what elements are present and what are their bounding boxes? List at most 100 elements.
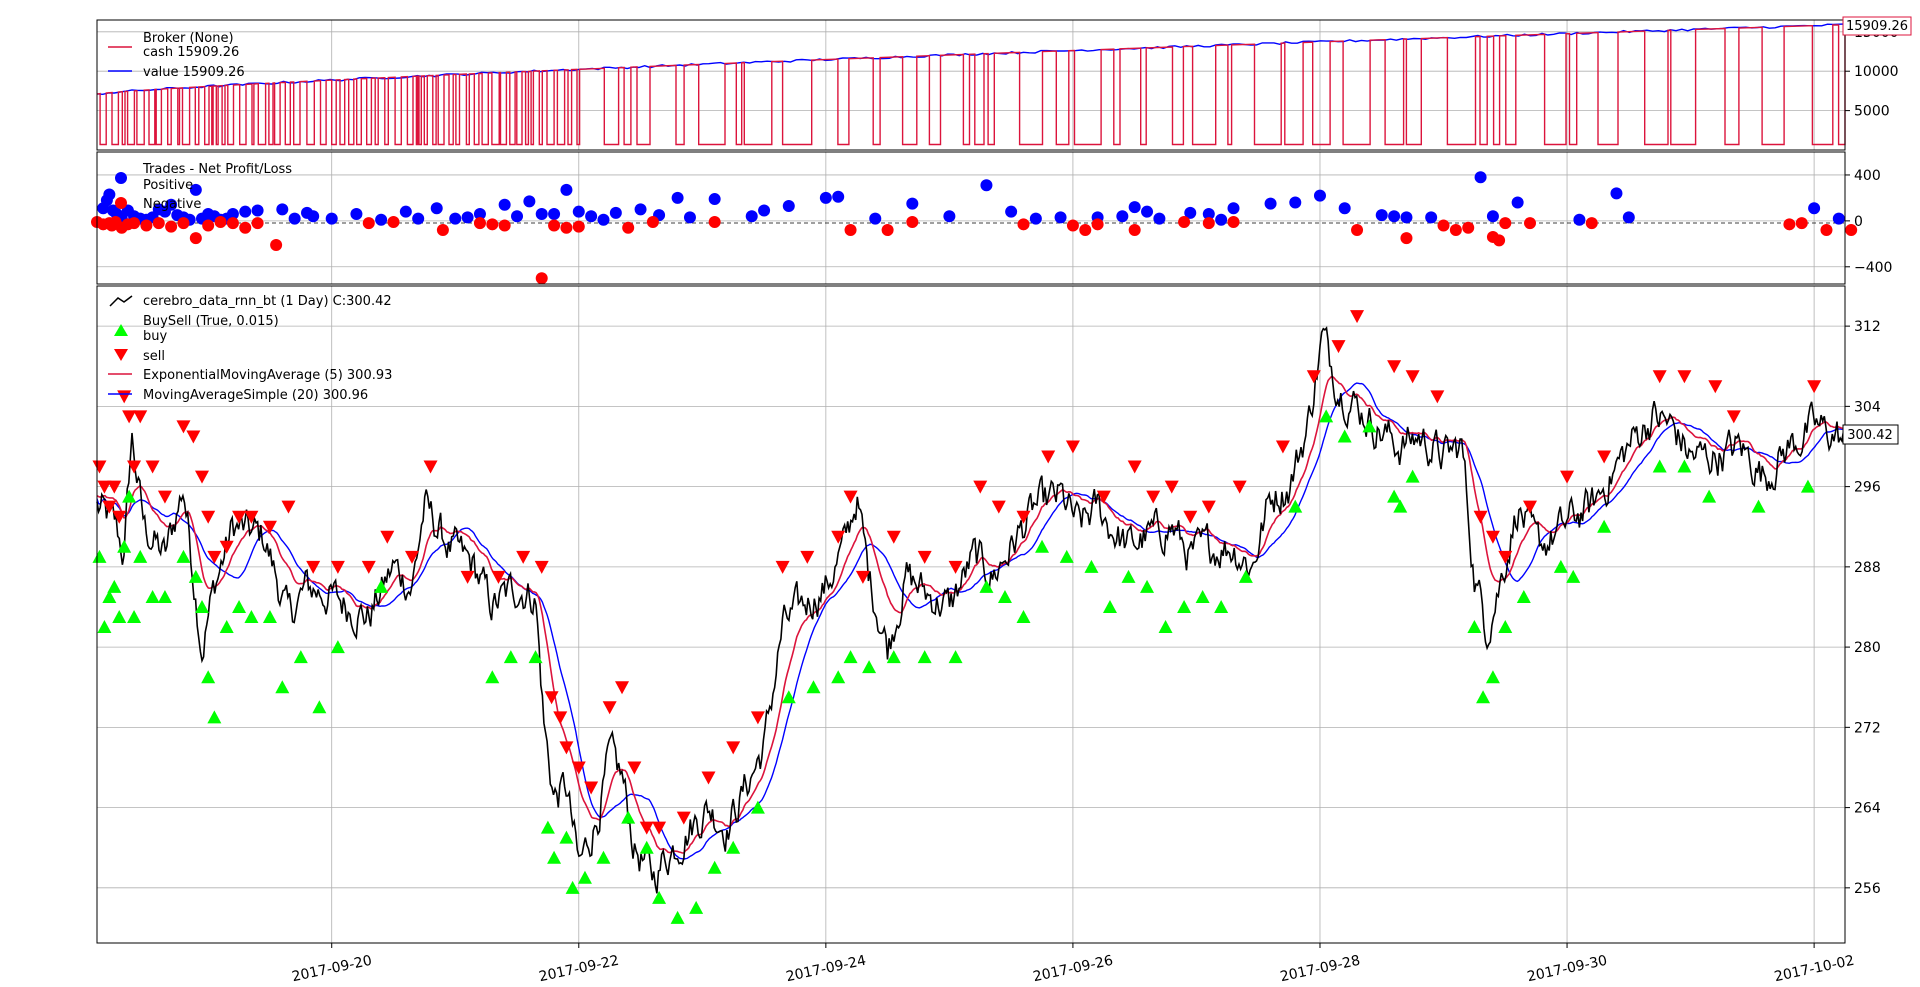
sell-marker xyxy=(1201,500,1216,514)
sell-marker xyxy=(775,560,790,574)
buy-marker xyxy=(1800,479,1815,493)
trade-negative-marker xyxy=(202,219,215,232)
buy-marker xyxy=(1553,559,1568,573)
trade-negative-marker xyxy=(1795,217,1808,230)
buy-marker xyxy=(207,710,222,724)
sell-marker xyxy=(1807,380,1822,394)
sell-marker xyxy=(97,480,112,494)
trade-positive-marker xyxy=(1029,212,1042,225)
trades-legend-title: Trades - Net Profit/Loss xyxy=(142,162,292,177)
sell-marker xyxy=(1387,360,1402,374)
buy-marker xyxy=(312,700,327,714)
buy-marker xyxy=(540,820,555,834)
trade-positive-marker xyxy=(758,204,771,217)
sell-marker xyxy=(145,460,160,474)
trade-negative-marker xyxy=(473,217,486,230)
trade-positive-marker xyxy=(1511,196,1524,209)
trade-negative-marker xyxy=(1227,216,1240,229)
trade-positive-marker xyxy=(430,202,443,215)
sell-marker xyxy=(701,771,716,785)
sell-marker xyxy=(1677,370,1692,384)
trade-negative-marker xyxy=(1178,216,1191,229)
sell-marker xyxy=(127,460,142,474)
trade-positive-marker xyxy=(548,207,561,220)
sell-marker xyxy=(652,821,667,835)
trade-positive-marker xyxy=(535,207,548,220)
trade-positive-marker xyxy=(1005,205,1018,218)
broker-grid xyxy=(97,20,1845,150)
buy-marker xyxy=(122,489,137,503)
sell-marker xyxy=(1726,410,1741,424)
trade-positive-marker xyxy=(1054,211,1067,224)
buy-marker xyxy=(176,549,191,563)
trade-positive-marker xyxy=(597,213,610,226)
sell-marker xyxy=(133,410,148,424)
trade-positive-marker xyxy=(498,198,511,211)
trade-negative-marker xyxy=(1202,217,1215,230)
broker-legend: Broker (None) cash 15909.26 value 15909.… xyxy=(108,31,245,80)
sell-marker xyxy=(1275,440,1290,454)
trade-positive-marker xyxy=(1264,197,1277,210)
buy-marker xyxy=(670,910,685,924)
trade-negative-marker xyxy=(140,219,153,232)
trade-positive-marker xyxy=(609,206,622,219)
sell-marker xyxy=(615,681,630,695)
y-tick-label: 0 xyxy=(1854,214,1863,230)
sell-marker xyxy=(361,560,376,574)
trade-positive-marker xyxy=(461,211,474,224)
trade-negative-marker xyxy=(214,216,227,229)
trade-positive-marker xyxy=(251,204,264,217)
broker-series xyxy=(96,23,1846,146)
trade-negative-marker xyxy=(387,216,400,229)
trade-positive-marker xyxy=(943,210,956,223)
sell-marker xyxy=(1405,370,1420,384)
sell-marker xyxy=(201,510,216,524)
sell-marker xyxy=(1708,380,1723,394)
data-legend-swatch xyxy=(109,295,133,307)
trade-negative-marker xyxy=(1845,224,1858,237)
trade-negative-marker xyxy=(165,220,178,233)
y-tick-label: 296 xyxy=(1854,480,1881,496)
sell-marker xyxy=(855,570,870,584)
sell-marker xyxy=(232,510,247,524)
sell-marker xyxy=(157,490,172,504)
buy-marker xyxy=(195,599,210,613)
trade-positive-marker xyxy=(671,191,684,204)
trade-negative-marker xyxy=(1523,217,1536,230)
sell-marker xyxy=(1498,550,1513,564)
buy-marker xyxy=(503,650,518,664)
price-last-value-label: 300.42 xyxy=(1847,428,1893,443)
buy-marker xyxy=(1751,499,1766,513)
trade-negative-marker xyxy=(535,272,548,285)
buy-marker xyxy=(547,850,562,864)
y-tick-label: 280 xyxy=(1854,640,1881,656)
buy-marker xyxy=(689,900,704,914)
trade-negative-marker xyxy=(844,224,857,237)
y-tick-label: 400 xyxy=(1854,168,1881,184)
buy-marker xyxy=(275,680,290,694)
cash-legend-label: cash 15909.26 xyxy=(143,45,239,60)
y-tick-label: 264 xyxy=(1854,801,1881,817)
buy-marker xyxy=(293,650,308,664)
trade-positive-marker xyxy=(226,207,239,220)
negative-legend-swatch xyxy=(115,197,127,209)
trade-positive-marker xyxy=(1388,210,1401,223)
sell-marker xyxy=(330,560,345,574)
trade-positive-marker xyxy=(1153,212,1166,225)
buy-marker xyxy=(1476,690,1491,704)
trade-negative-marker xyxy=(708,216,721,229)
broker-panel: 50001000015000 15909.26 Broker (None) ca… xyxy=(96,16,1912,151)
sell-marker xyxy=(559,741,574,755)
trade-positive-marker xyxy=(560,183,573,196)
trade-negative-marker xyxy=(270,238,283,251)
trade-positive-marker xyxy=(980,179,993,192)
buy-marker xyxy=(1238,569,1253,583)
sell-marker xyxy=(176,420,191,434)
y-tick-label: 288 xyxy=(1854,560,1881,576)
price-legend: cerebro_data_rnn_bt (1 Day) C:300.42 Buy… xyxy=(108,294,392,403)
trade-positive-marker xyxy=(523,195,536,208)
buy-marker xyxy=(639,840,654,854)
sell-marker xyxy=(1522,500,1537,514)
buy-marker xyxy=(621,810,636,824)
